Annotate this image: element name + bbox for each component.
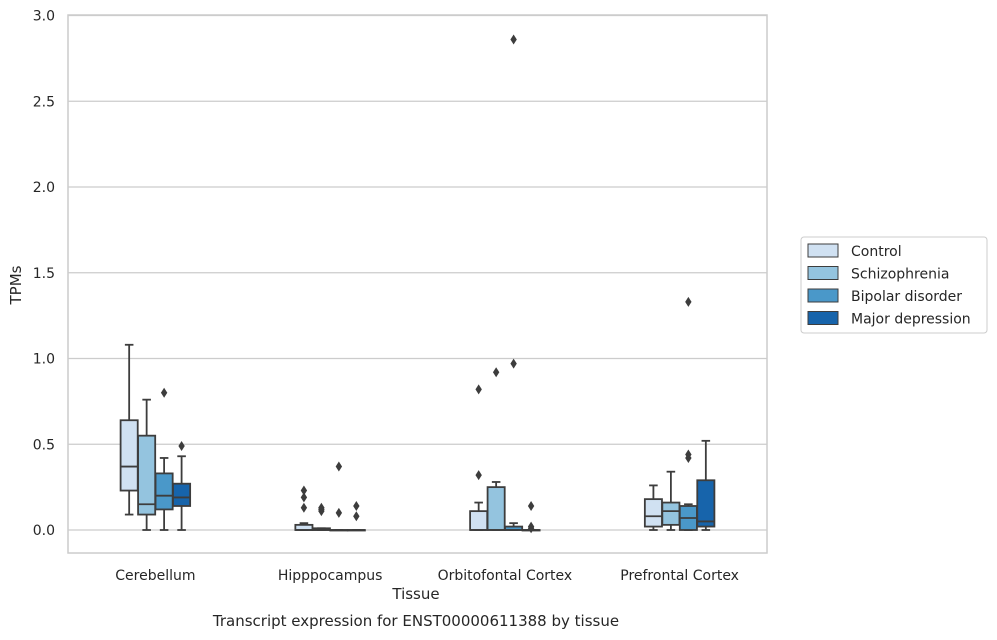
outlier-point <box>335 507 343 518</box>
chart-caption: Transcript expression for ENST0000061138… <box>212 612 619 630</box>
box <box>661 470 681 531</box>
box <box>311 502 331 531</box>
box-layer <box>119 34 716 534</box>
outlier-point <box>300 485 308 496</box>
y-tick-label: 3.0 <box>33 9 55 25</box>
legend-item: Control <box>807 243 902 260</box>
box-body <box>137 434 157 516</box>
outlier-point <box>685 296 692 307</box>
box <box>643 484 663 531</box>
legend-label: Bipolar disorder <box>851 289 962 305</box>
y-tick-label: 0.5 <box>33 437 55 453</box>
box-body <box>172 482 192 507</box>
legend-item: Bipolar disorder <box>807 288 962 305</box>
outlier-point <box>685 449 692 460</box>
legend-swatch <box>807 243 839 258</box>
x-tick-label: Hipppocampus <box>278 568 383 584</box>
outlier-point <box>178 440 185 451</box>
outlier-point <box>510 34 517 45</box>
box <box>137 398 157 531</box>
box <box>172 440 192 531</box>
legend-frame <box>800 236 988 334</box>
outlier-point <box>492 367 500 378</box>
x-tick-label: Cerebellum <box>115 568 195 584</box>
box <box>294 485 314 531</box>
legend-swatch <box>807 311 839 325</box>
y-tick-label: 1.0 <box>33 352 55 368</box>
box <box>521 500 541 534</box>
legend-item: Schizophrenia <box>807 266 949 283</box>
box-body <box>469 510 489 531</box>
box-body <box>661 501 681 526</box>
legend-swatch <box>807 288 839 303</box>
box-body <box>486 486 506 531</box>
box <box>346 500 366 532</box>
outlier-point <box>353 500 360 511</box>
outlier-point <box>353 511 360 522</box>
outlier-point <box>527 500 535 511</box>
y-tick-label: 0.0 <box>33 523 55 539</box>
y-tick-labels: 0.0 0.5 1.0 1.5 2.0 2.5 3.0 <box>33 9 55 540</box>
outlier-point <box>475 470 482 481</box>
x-tick-labels: Cerebellum Hipppocampus Orbitofontal Corte… <box>115 568 739 584</box>
box-body <box>643 498 663 528</box>
y-tick-label: 2.0 <box>33 180 55 196</box>
outlier-point <box>335 461 343 472</box>
gridlines <box>68 14 767 531</box>
plot-area-frame <box>67 14 768 554</box>
y-tick-label: 1.5 <box>33 266 55 282</box>
legend: Control Schizophrenia Bipolar disorder Majo… <box>800 236 988 334</box>
legend-label: Schizophrenia <box>851 267 949 283</box>
y-axis-label: TPMs <box>7 265 25 305</box>
outlier-point <box>300 502 308 513</box>
legend-label: Control <box>851 244 902 260</box>
legend-item: Major depression <box>807 311 971 328</box>
outlier-point <box>527 521 535 532</box>
box <box>329 461 349 532</box>
legend-swatch <box>807 266 839 280</box>
box-body <box>696 479 716 528</box>
y-tick-label: 2.5 <box>33 94 55 110</box>
x-tick-label: Orbitofontal Cortex <box>438 568 573 584</box>
outlier-point <box>318 502 325 513</box>
box <box>154 387 174 531</box>
box <box>504 34 524 531</box>
box <box>469 384 489 531</box>
x-axis-label: Tissue <box>391 585 439 603</box>
outlier-point <box>475 384 482 395</box>
legend-label: Major depression <box>851 312 971 328</box>
box <box>678 296 698 531</box>
box <box>696 439 716 531</box>
x-tick-label: Prefrontal Cortex <box>620 568 739 584</box>
outlier-point <box>160 387 168 398</box>
outlier-point <box>510 358 517 369</box>
box <box>119 343 139 516</box>
box-body <box>154 472 174 511</box>
box <box>486 367 506 531</box>
outlier-point <box>300 492 308 503</box>
box-body <box>119 419 139 492</box>
